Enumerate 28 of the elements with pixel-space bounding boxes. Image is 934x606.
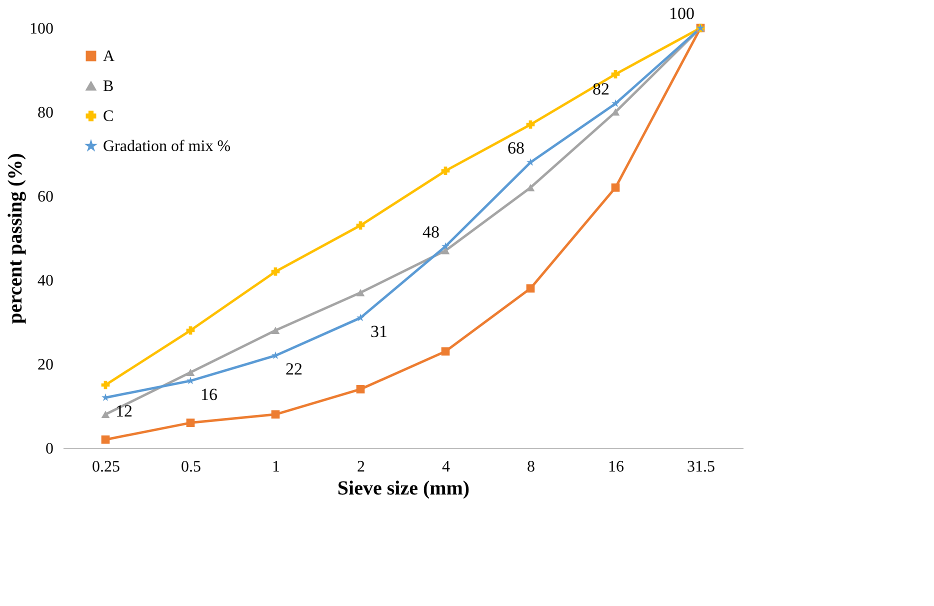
x-tick-label: 4 <box>442 458 450 476</box>
y-axis-title: percent passing (%) <box>4 153 26 324</box>
x-tick-label: 8 <box>527 458 535 476</box>
y-tick-label: 80 <box>38 104 54 122</box>
x-tick-label: 16 <box>608 458 624 476</box>
data-label: 100 <box>669 4 694 23</box>
y-tick-label: 60 <box>38 188 54 206</box>
x-axis-title: Sieve size (mm) <box>337 478 470 500</box>
legend-label: Gradation of mix % <box>103 138 231 155</box>
data-label: 68 <box>508 138 524 158</box>
y-tick-label: 40 <box>38 272 54 290</box>
y-tick-label: 0 <box>46 440 54 458</box>
data-label: 22 <box>286 360 302 379</box>
data-label: 31 <box>370 322 388 341</box>
data-label: 48 <box>422 222 440 242</box>
data-label: 82 <box>592 80 610 99</box>
x-tick-label: 0.25 <box>92 458 120 476</box>
y-tick-label: 100 <box>30 20 54 38</box>
x-tick-label: 0.5 <box>181 458 201 476</box>
data-label: 12 <box>116 402 132 421</box>
y-tick-label: 20 <box>38 356 54 374</box>
legend-label: B <box>103 78 114 95</box>
legend-label: A <box>103 48 115 65</box>
x-tick-label: 1 <box>272 458 280 476</box>
legend-label: C <box>103 108 114 125</box>
x-tick-label: 2 <box>357 458 365 476</box>
data-label: 16 <box>200 384 218 404</box>
x-tick-label: 31.5 <box>687 458 715 476</box>
